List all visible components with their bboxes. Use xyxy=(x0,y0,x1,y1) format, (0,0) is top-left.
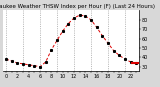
Title: Milwaukee Weather THSW Index per Hour (F) (Last 24 Hours): Milwaukee Weather THSW Index per Hour (F… xyxy=(0,4,155,9)
